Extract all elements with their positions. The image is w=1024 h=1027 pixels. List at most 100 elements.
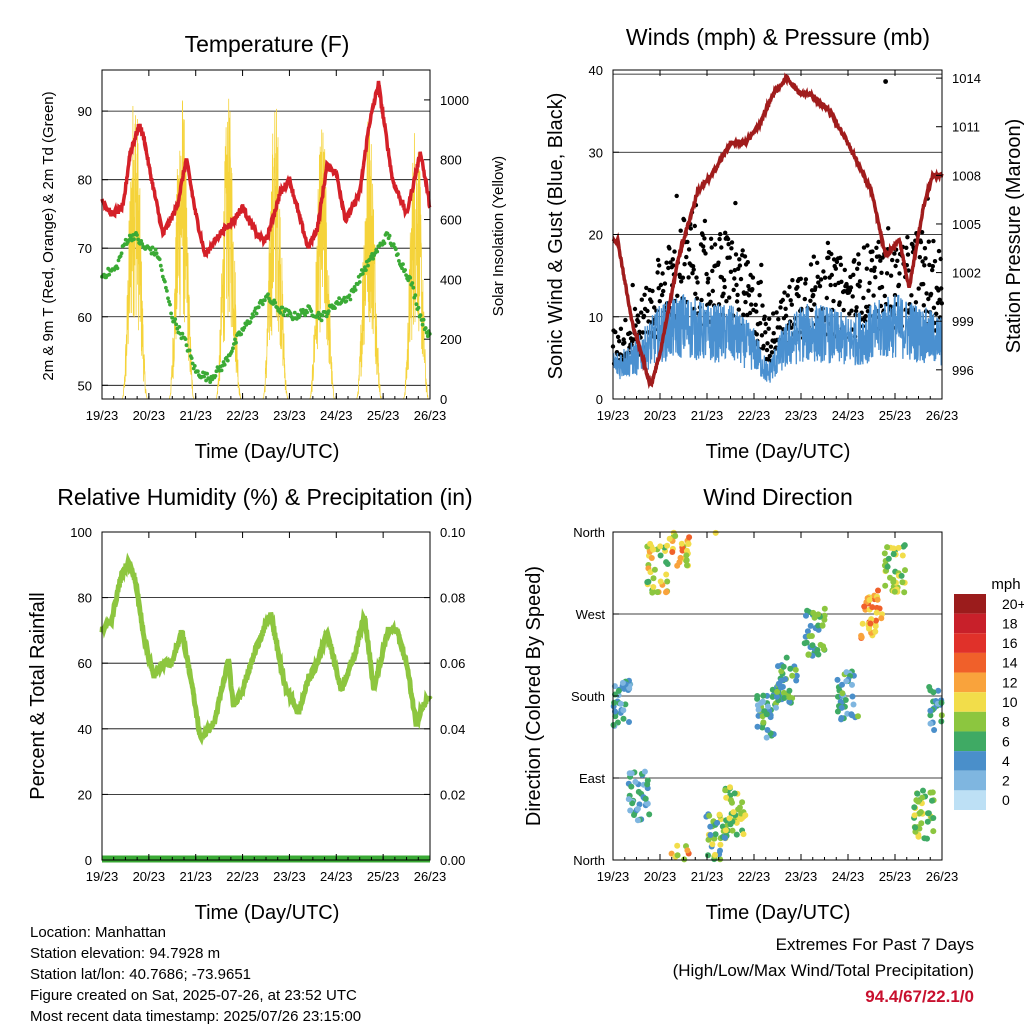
- direction-point: [773, 704, 779, 711]
- gust-point: [708, 236, 714, 241]
- gust-point: [736, 307, 741, 312]
- gust-point: [896, 282, 902, 288]
- x-tick-label: 23/23: [785, 869, 818, 884]
- direction-point: [792, 666, 799, 673]
- gust-point: [668, 260, 673, 265]
- gust-point: [873, 275, 878, 280]
- gust-point: [685, 239, 690, 245]
- gust-point: [825, 240, 831, 246]
- gust-point: [851, 272, 856, 277]
- direction-point: [650, 546, 657, 553]
- gust-point: [826, 255, 831, 260]
- x-tick-label: 20/23: [133, 408, 166, 423]
- gust-point: [931, 238, 936, 244]
- direction-point: [867, 620, 874, 627]
- dewpoint-point: [183, 337, 188, 341]
- direction-point: [705, 836, 712, 843]
- gust-point: [787, 284, 792, 290]
- direction-point: [620, 707, 627, 714]
- direction-point: [869, 604, 876, 611]
- gust-point: [867, 280, 872, 286]
- gust-point: [765, 341, 770, 346]
- dewpoint-point: [348, 297, 353, 302]
- gust-point: [684, 254, 689, 260]
- gust-point: [888, 273, 894, 278]
- dewpoint-point: [233, 337, 237, 342]
- direction-point: [625, 796, 632, 803]
- gust-point: [809, 307, 814, 313]
- direction-point: [612, 713, 619, 720]
- dewpoint-point: [337, 296, 341, 301]
- y-tick-label-right: 1008: [952, 168, 981, 183]
- direction-point: [815, 611, 822, 618]
- direction-point: [657, 543, 664, 550]
- y-tick-label-right: 600: [440, 213, 462, 228]
- gust-point: [759, 333, 765, 338]
- direction-point: [805, 651, 812, 658]
- dewpoint-point: [177, 325, 182, 329]
- gust-point: [812, 302, 817, 307]
- legend-swatch: [954, 652, 986, 673]
- gust-point: [769, 350, 775, 355]
- gust-point: [926, 239, 931, 244]
- dewpoint-point: [333, 306, 337, 310]
- dewpoint-point: [187, 348, 192, 353]
- x-tick-label: 19/23: [597, 408, 630, 423]
- direction-point: [631, 812, 637, 818]
- dewpoint-point: [160, 274, 165, 279]
- speed-legend: mph 20+ 18 16 14 12 10 8 6 4 2 0: [954, 576, 1024, 810]
- direction-point: [915, 833, 922, 840]
- direction-point: [890, 578, 897, 585]
- y-tick-label: 0: [596, 392, 603, 407]
- dewpoint-point: [382, 241, 387, 246]
- gust-point: [656, 286, 661, 291]
- y-tick-label-right: 400: [440, 272, 462, 287]
- direction-point: [626, 685, 633, 691]
- gust-point: [871, 293, 876, 298]
- gust-point: [918, 239, 924, 245]
- dewpoint-point: [153, 247, 158, 252]
- y-tick-label: 30: [589, 145, 603, 160]
- gust-point: [705, 280, 710, 285]
- direction-point: [647, 569, 654, 576]
- direction-point: [646, 811, 653, 818]
- gust-point: [785, 293, 790, 298]
- gust-point: [675, 293, 680, 298]
- dewpoint-point: [166, 296, 170, 301]
- x-tick-label: 20/23: [133, 869, 166, 884]
- dewpoint-point: [375, 249, 380, 254]
- gust-point: [742, 254, 748, 259]
- direction-point: [627, 807, 634, 814]
- direction-point: [759, 724, 766, 731]
- dewpoint-point: [344, 299, 349, 303]
- gust-point: [905, 252, 911, 257]
- extremes-line2: (High/Low/Max Wind/Total Precipitation): [672, 961, 974, 980]
- x-tick-label: 23/23: [785, 408, 818, 423]
- gust-point: [921, 303, 926, 308]
- direction-point: [803, 612, 809, 619]
- x-tick-label: 25/23: [879, 408, 912, 423]
- gust-point: [919, 230, 925, 235]
- dewpoint-point: [115, 266, 120, 271]
- y-tick-label: 70: [78, 241, 92, 256]
- gust-point: [808, 298, 813, 303]
- y-tick-label: 40: [589, 63, 603, 78]
- y-tick-label-right: 0.04: [440, 722, 465, 737]
- direction-point: [664, 578, 671, 585]
- gust-point: [861, 245, 867, 250]
- direction-point: [644, 781, 651, 788]
- x-tick-label: 26/23: [414, 869, 447, 884]
- gust-point: [702, 236, 707, 241]
- legend-swatch: [954, 790, 986, 810]
- dewpoint-point: [213, 374, 218, 378]
- direction-point: [918, 820, 925, 827]
- gust-point: [657, 263, 662, 268]
- direction-panel: Wind Direction Time (Day/UTC) Direction …: [523, 484, 1024, 924]
- direction-point: [891, 588, 898, 595]
- direction-point: [912, 828, 919, 835]
- x-tick-label: 22/23: [226, 408, 259, 423]
- dewpoint-point: [420, 322, 425, 327]
- gust-point: [922, 263, 927, 268]
- direction-point: [884, 563, 891, 570]
